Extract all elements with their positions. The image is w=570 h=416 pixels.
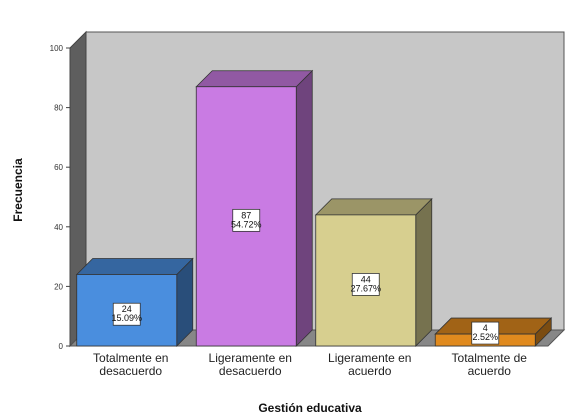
data-label: 42.52% xyxy=(472,322,499,344)
x-tick-label-line: Ligeramente en xyxy=(328,351,411,365)
x-tick-label-line: acuerdo xyxy=(468,364,512,378)
y-tick-label: 0 xyxy=(59,342,64,351)
data-label-percent: 27.67% xyxy=(350,283,381,293)
y-tick-label: 80 xyxy=(54,104,63,113)
data-label-percent: 15.09% xyxy=(111,313,142,323)
bar-side xyxy=(416,199,432,346)
y-tick-label: 100 xyxy=(50,44,64,53)
data-label-percent: 54.72% xyxy=(231,219,262,229)
y-tick-label: 60 xyxy=(54,163,63,172)
bar-top xyxy=(77,258,193,274)
y-axis-title: Frecuencia xyxy=(11,158,25,222)
x-tick-label-line: Totalmente en xyxy=(93,351,168,365)
bar xyxy=(196,71,312,346)
bar-top xyxy=(316,199,432,215)
y-tick-label: 40 xyxy=(54,223,63,232)
bar xyxy=(77,258,193,346)
bar-side xyxy=(296,71,312,346)
bar-top xyxy=(196,71,312,87)
x-tick-label-line: desacuerdo xyxy=(219,364,282,378)
x-tick-label-line: Ligeramente en xyxy=(209,351,292,365)
x-tick-label-line: Totalmente de xyxy=(452,351,528,365)
x-tick-label-line: acuerdo xyxy=(348,364,392,378)
data-label-percent: 2.52% xyxy=(472,332,498,342)
x-tick-label-line: desacuerdo xyxy=(99,364,162,378)
x-axis-title: Gestión educativa xyxy=(258,401,362,415)
bar xyxy=(316,199,432,346)
y-tick-label: 20 xyxy=(54,282,63,291)
